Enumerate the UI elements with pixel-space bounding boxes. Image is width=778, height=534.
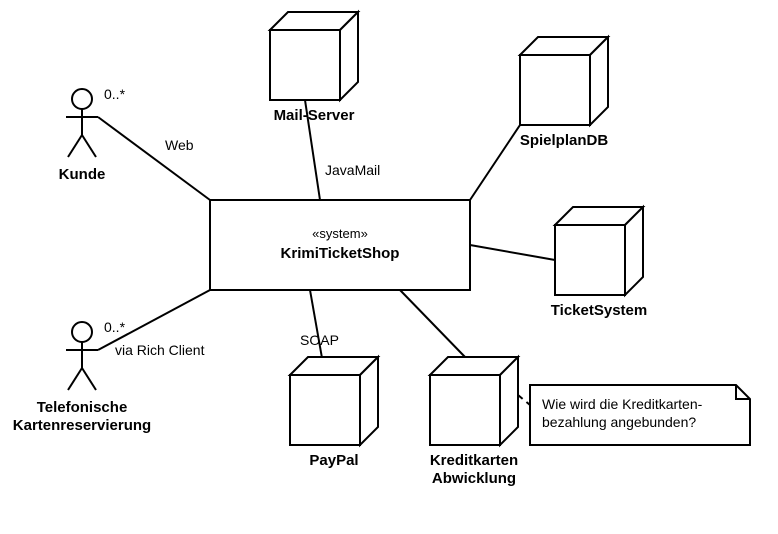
node-mail-label: Mail-Server (274, 107, 355, 124)
system-stereotype: «system» (312, 226, 368, 241)
node-kredit (430, 357, 518, 445)
node-paypal-label: PayPal (309, 452, 358, 469)
edge-label-web: Web (165, 137, 194, 153)
edge-label-rich: via Rich Client (115, 342, 205, 358)
system-name: KrimiTicketShop (281, 245, 400, 262)
mult-kunde: 0..* (104, 86, 126, 102)
node-ticket (555, 207, 643, 295)
edge-note-kredit (518, 395, 530, 405)
node-mail (270, 12, 358, 100)
node-ticket-label: TicketSystem (551, 302, 647, 319)
edge-label-javamail: JavaMail (325, 162, 380, 178)
edge-kredit-system (400, 290, 465, 357)
edge-label-soap: SOAP (300, 332, 339, 348)
node-kredit-label: KreditkartenAbwicklung (430, 452, 518, 487)
actor-kunde-label: Kunde (59, 166, 106, 183)
system-box: «system» KrimiTicketShop (210, 200, 470, 290)
node-spielplan (520, 37, 608, 125)
node-paypal (290, 357, 378, 445)
actor-tel-label: TelefonischeKartenreservierung (13, 399, 151, 434)
mult-tel: 0..* (104, 319, 126, 335)
actor-tel (66, 322, 98, 390)
node-spielplan-label: SpielplanDB (520, 132, 609, 149)
edge-spielplan-system (470, 125, 520, 200)
actor-kunde (66, 89, 98, 157)
edge-kunde-system (98, 117, 210, 200)
note: Wie wird die Kreditkarten-bezahlung ange… (530, 385, 750, 445)
edge-ticket-system (470, 245, 555, 260)
